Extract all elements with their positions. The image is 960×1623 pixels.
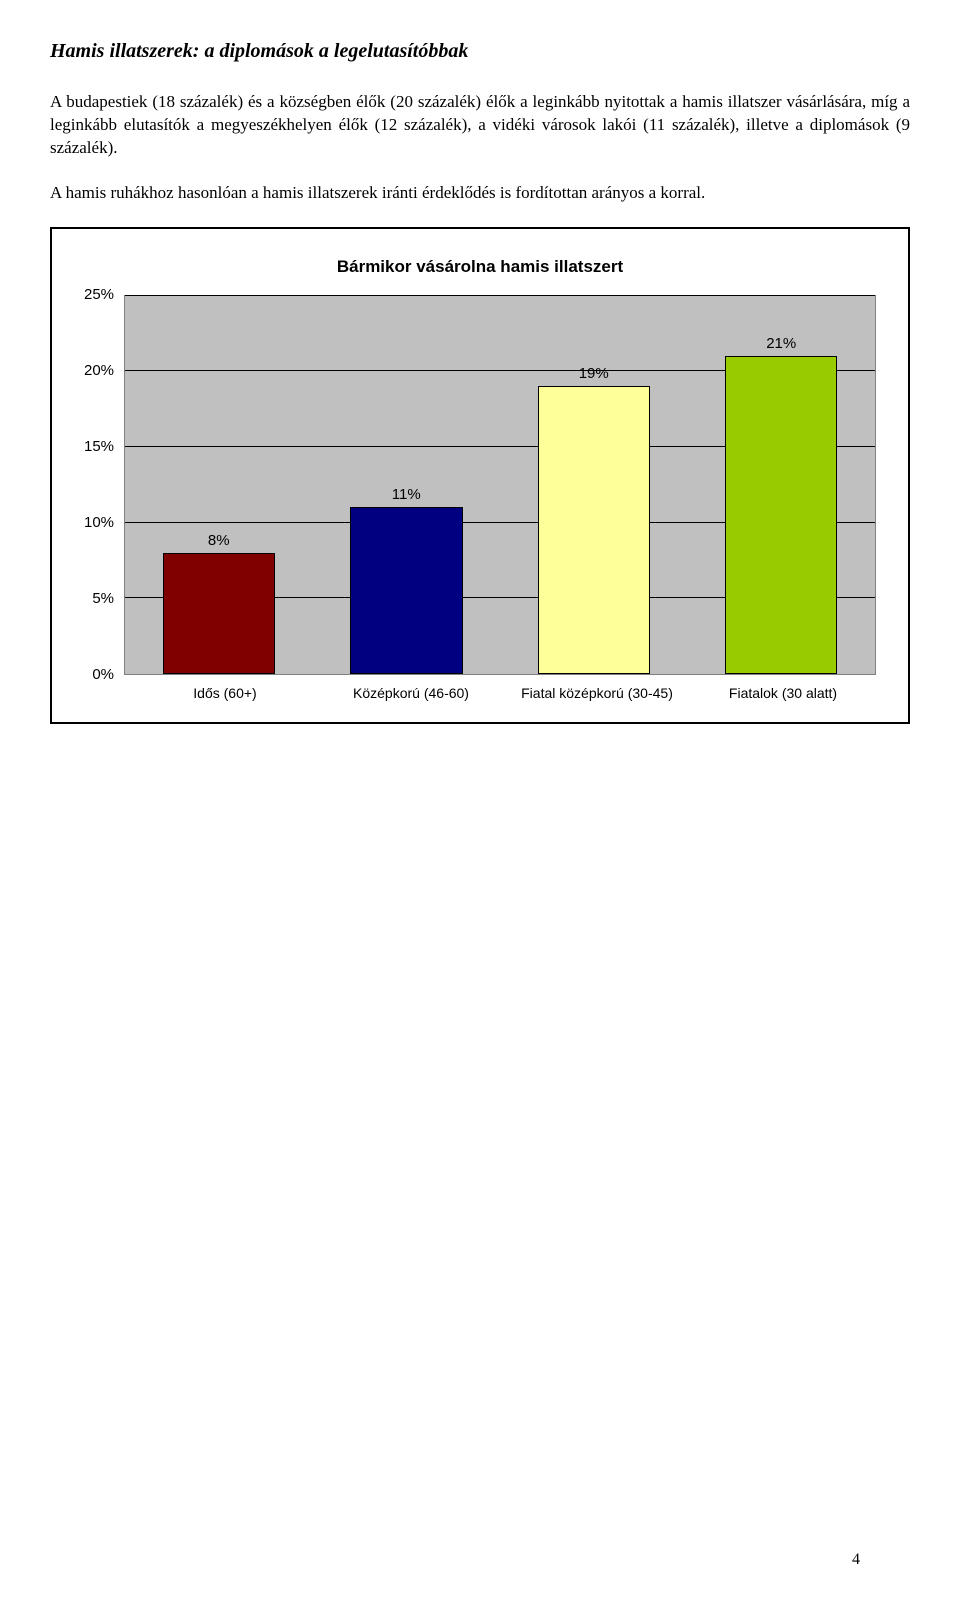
body-paragraph: A hamis ruhákhoz hasonlóan a hamis illat… bbox=[50, 182, 910, 205]
chart-title: Bármikor vásárolna hamis illatszert bbox=[84, 257, 876, 277]
grid-line bbox=[125, 295, 875, 296]
section-heading: Hamis illatszerek: a diplomások a legelu… bbox=[50, 40, 910, 63]
y-axis: 25% 20% 15% 10% 5% 0% bbox=[84, 295, 124, 675]
x-axis: Idős (60+) Középkorú (46-60) Fiatal közé… bbox=[132, 675, 876, 703]
bar-value-label: 8% bbox=[164, 532, 274, 549]
plot-area: 8% 11% 19% 21% bbox=[124, 295, 876, 675]
bar: 21% bbox=[725, 356, 837, 674]
bar-value-label: 11% bbox=[351, 486, 461, 503]
x-label: Középkorú (46-60) bbox=[318, 675, 504, 703]
bar-value-label: 19% bbox=[539, 365, 649, 382]
chart-container: Bármikor vásárolna hamis illatszert 25% … bbox=[50, 227, 910, 725]
bar: 11% bbox=[350, 507, 462, 673]
body-paragraph: A budapestiek (18 százalék) és a községb… bbox=[50, 91, 910, 160]
bar: 8% bbox=[163, 553, 275, 674]
bar: 19% bbox=[538, 386, 650, 673]
x-label: Idős (60+) bbox=[132, 675, 318, 703]
x-label: Fiatalok (30 alatt) bbox=[690, 675, 876, 703]
page-number: 4 bbox=[852, 1551, 860, 1569]
x-label: Fiatal középkorú (30-45) bbox=[504, 675, 690, 703]
bar-value-label: 21% bbox=[726, 335, 836, 352]
